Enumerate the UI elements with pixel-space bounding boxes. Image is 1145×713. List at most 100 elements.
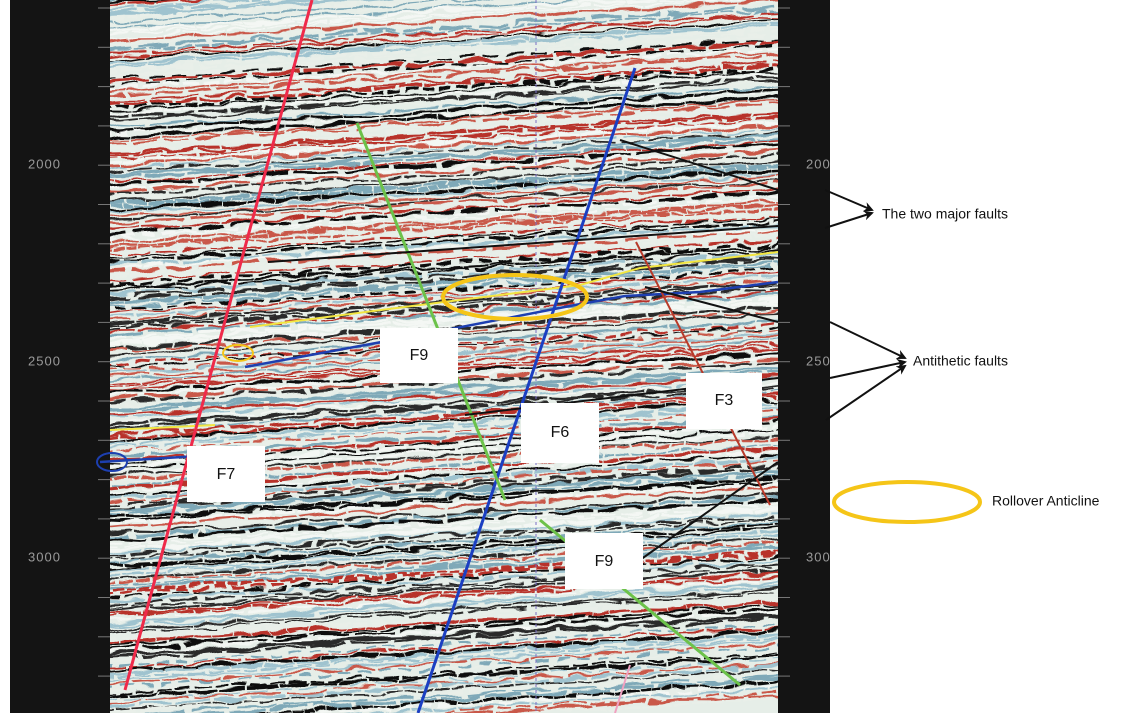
reflector [110,70,778,113]
reflector [110,251,778,296]
reflector [110,159,778,202]
reflector [110,505,778,548]
reflector [504,696,778,713]
reflector [110,21,778,64]
pointer-line [267,225,779,263]
reflector [110,507,778,552]
reflector [110,130,778,174]
reflector [110,271,778,314]
label-box [380,328,458,383]
reflector [110,571,778,615]
reflector [110,173,778,214]
label-box [565,533,643,589]
reflector [110,494,778,539]
reflector [110,163,778,205]
label-box [521,403,599,463]
reflector [110,207,778,251]
reflector [110,642,778,686]
reflector [110,65,778,109]
reflector [135,675,778,713]
reflector [110,580,778,621]
arrow [824,189,874,212]
reflector [110,112,778,154]
reflector [110,215,778,256]
reflector [110,60,778,103]
rollover-ellipse [441,273,589,321]
reflector [110,105,778,149]
y-tick-label: 2500 [806,353,839,368]
reflector [110,488,778,532]
reflector [110,566,778,609]
reflector [110,587,778,632]
axis-ticks: 2000 2500 3000 [28,7,790,677]
label-box [187,446,265,502]
reflector [110,26,778,72]
reflector [110,94,778,139]
reflector [110,634,778,677]
seismic-reflectors [110,0,778,713]
reflector [110,264,778,307]
reflector [110,544,778,586]
reflector [110,523,778,566]
reflector [110,223,778,266]
reflector [110,0,343,14]
reflector [110,275,778,317]
reflector [110,109,778,151]
reflector [110,16,778,58]
reflector [110,370,778,413]
reflector [110,52,778,93]
arrow [829,358,907,379]
reflector [110,492,778,535]
reflector [110,409,778,453]
reflector [110,174,778,218]
reflector [110,514,778,558]
right-tick-labels: 2000 2500 3000 [806,156,839,564]
reflector [110,658,778,701]
reflector [110,30,778,73]
reflector [110,84,778,128]
reflector [110,530,778,573]
reflector [110,512,778,555]
reflector [110,402,778,445]
reflector [110,179,778,222]
reflector [110,604,778,647]
reflector [110,156,778,199]
reflector [290,683,778,713]
reflector [110,0,665,32]
arrow [829,321,907,360]
reflector [110,639,778,682]
reflector [110,228,778,273]
reflector [110,0,432,20]
reflector [110,201,778,243]
reflector [110,0,575,30]
reflector [110,540,778,584]
reflector [110,46,778,91]
reflector [110,239,778,283]
horizon-yellow [249,251,779,328]
reflector [110,663,778,706]
reflector [110,580,778,626]
reflector [110,39,778,80]
annotation: The two major faults [882,206,1008,222]
fault-label: F7 [217,466,236,483]
fault-f7 [123,0,314,691]
reflector [110,76,778,119]
reflector [110,219,778,263]
reflector [110,600,778,644]
y-tick-label: 2000 [28,156,61,171]
reflector [110,0,742,40]
reflector [110,164,778,208]
fault-f6 [416,67,637,713]
reflector [110,139,778,183]
reflector [110,204,778,248]
reflector [110,181,778,225]
reflector [110,0,551,26]
reflector [110,558,778,603]
y-tick-label: 2500 [28,353,61,368]
reflector [110,63,778,106]
reflector [110,321,778,366]
reflector [110,501,778,545]
reflector [110,138,778,179]
reflector [110,127,778,170]
reflector [110,585,778,627]
